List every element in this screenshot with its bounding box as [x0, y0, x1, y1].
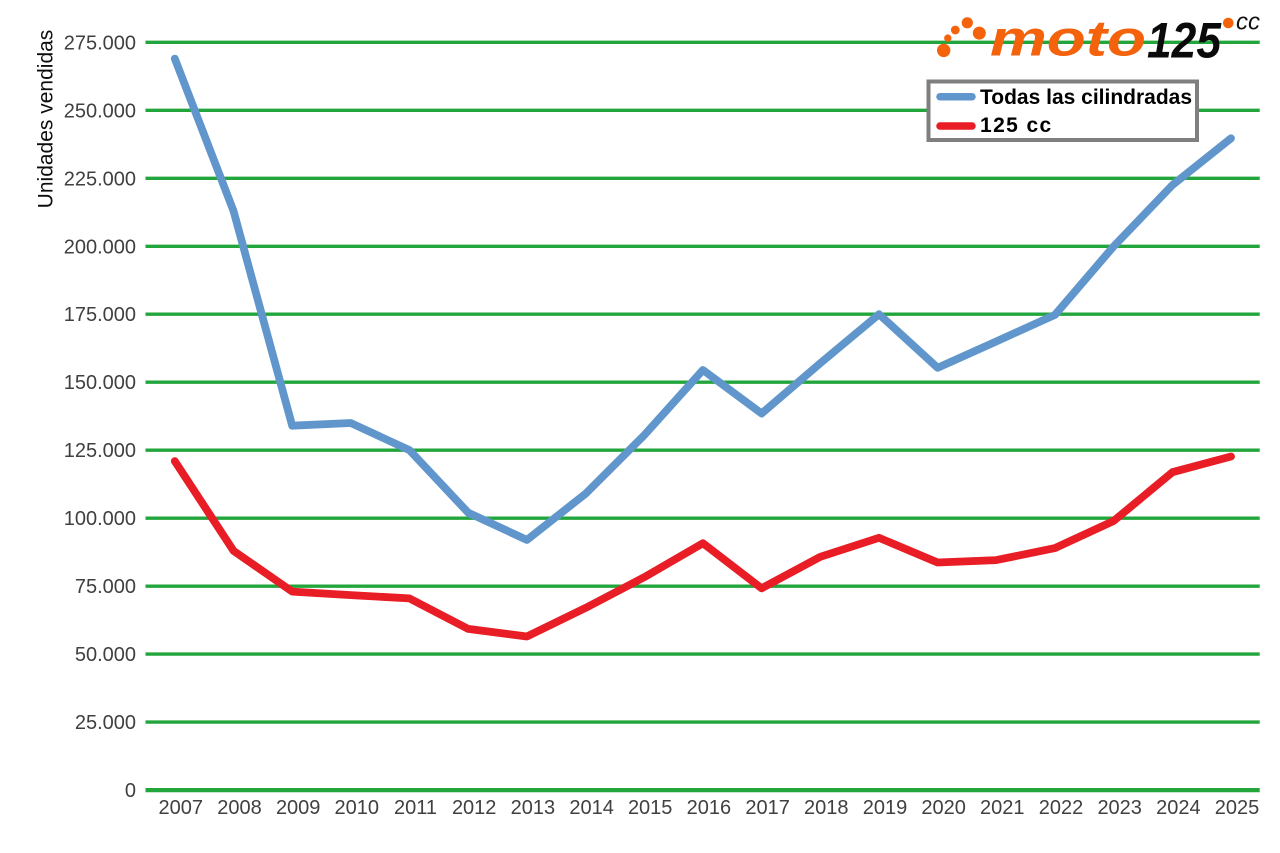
svg-text:275.000: 275.000 [64, 32, 136, 54]
svg-text:50.000: 50.000 [75, 644, 136, 666]
svg-text:2008: 2008 [217, 797, 262, 819]
svg-text:2018: 2018 [804, 797, 849, 819]
svg-text:2011: 2011 [394, 797, 437, 819]
svg-text:2020: 2020 [921, 797, 966, 819]
svg-text:2024: 2024 [1156, 797, 1201, 819]
svg-text:125: 125 [1147, 13, 1222, 69]
svg-text:Todas las cilindradas: Todas las cilindradas [980, 86, 1192, 109]
svg-text:225.000: 225.000 [64, 168, 136, 190]
svg-text:125.000: 125.000 [64, 440, 136, 462]
svg-text:25.000: 25.000 [75, 712, 136, 734]
svg-text:2013: 2013 [511, 797, 556, 819]
svg-text:2022: 2022 [1039, 797, 1084, 819]
svg-text:moto: moto [990, 11, 1146, 67]
svg-text:2025: 2025 [1215, 797, 1260, 819]
svg-text:150.000: 150.000 [64, 372, 136, 394]
svg-text:250.000: 250.000 [64, 100, 136, 122]
svg-text:2017: 2017 [745, 797, 790, 819]
svg-text:75.000: 75.000 [75, 576, 136, 598]
svg-text:Unidades vendidas: Unidades vendidas [35, 30, 58, 209]
svg-text:175.000: 175.000 [64, 304, 136, 326]
svg-text:2007: 2007 [159, 797, 204, 819]
svg-text:cc: cc [1236, 9, 1260, 36]
svg-text:2009: 2009 [276, 797, 321, 819]
svg-text:0: 0 [125, 780, 136, 802]
svg-text:2015: 2015 [628, 797, 673, 819]
svg-text:2019: 2019 [863, 797, 908, 819]
svg-text:2023: 2023 [1097, 797, 1142, 819]
svg-text:2021: 2021 [980, 797, 1025, 819]
svg-text:100.000: 100.000 [64, 508, 136, 530]
svg-text:2010: 2010 [335, 797, 380, 819]
svg-text:2014: 2014 [569, 797, 614, 819]
svg-text:2016: 2016 [687, 797, 732, 819]
svg-text:200.000: 200.000 [64, 236, 136, 258]
svg-text:125 cc: 125 cc [980, 114, 1053, 137]
svg-text:2012: 2012 [452, 797, 497, 819]
